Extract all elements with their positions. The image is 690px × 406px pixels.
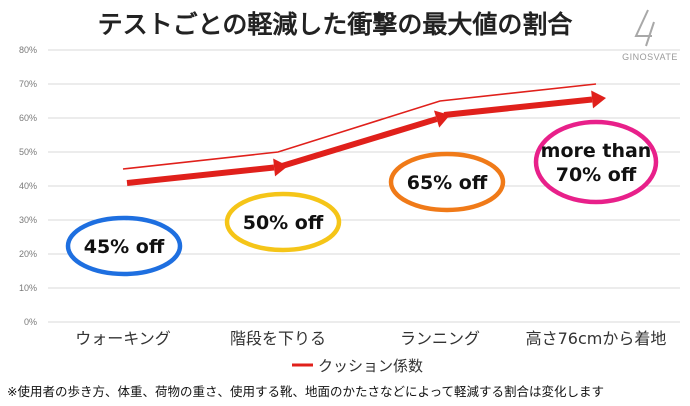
y-tick-label: 80% — [19, 45, 37, 55]
arrow-shaft — [443, 96, 593, 118]
callout-text: 45% off — [84, 236, 165, 258]
y-tick-label: 60% — [19, 113, 37, 123]
y-tick-label: 70% — [19, 79, 37, 89]
x-tick-label: ランニング — [400, 329, 480, 348]
y-tick-label: 10% — [19, 283, 37, 293]
y-tick-label: 20% — [19, 249, 37, 259]
callout-text: 65% off — [407, 172, 488, 194]
footnote: ※使用者の歩き方、体重、荷物の重さ、使用する靴、地面のかたさなどによって軽減する… — [7, 384, 604, 399]
chart-title: テストごとの軽減した衝撃の最大値の割合 — [98, 10, 574, 39]
y-tick-label: 40% — [19, 181, 37, 191]
x-axis: ウォーキング 階段を下りる ランニング 高さ76cmから着地 — [75, 329, 666, 348]
callout-bubble: 65% off — [388, 151, 506, 213]
x-tick-label: 高さ76cmから着地 — [526, 329, 667, 348]
series-line-path — [122, 83, 597, 170]
callout-text: 50% off — [243, 212, 324, 234]
x-tick-label: 階段を下りる — [230, 329, 326, 348]
series-line — [122, 83, 597, 170]
logo-mark-icon — [634, 9, 655, 47]
callout-text: more than — [541, 140, 652, 162]
arrow-shaft — [281, 116, 438, 169]
callout-ring — [533, 119, 659, 205]
y-axis: 0% 10% 20% 30% 40% 50% 60% 70% 80% — [19, 45, 37, 327]
y-tick-label: 50% — [19, 147, 37, 157]
legend-label: クッション係数 — [318, 357, 423, 375]
x-tick-label: ウォーキング — [75, 329, 171, 348]
arrows — [126, 90, 606, 186]
brand-logo: GINOSVATE — [622, 9, 678, 62]
arrow-head-icon — [591, 90, 606, 109]
y-tick-label: 0% — [24, 317, 37, 327]
callout-bubble: 50% off — [224, 191, 342, 253]
callout-ring — [224, 191, 342, 253]
callout-bubble: 45% off — [65, 215, 183, 277]
callout-ring — [65, 215, 183, 277]
arrow-shaft — [126, 164, 275, 186]
arrow-head-icon — [273, 158, 288, 177]
callout-text: 70% off — [556, 164, 637, 186]
brand-name: GINOSVATE — [622, 52, 678, 62]
y-tick-label: 30% — [19, 215, 37, 225]
legend: クッション係数 — [292, 357, 423, 375]
callout-ring — [388, 151, 506, 213]
